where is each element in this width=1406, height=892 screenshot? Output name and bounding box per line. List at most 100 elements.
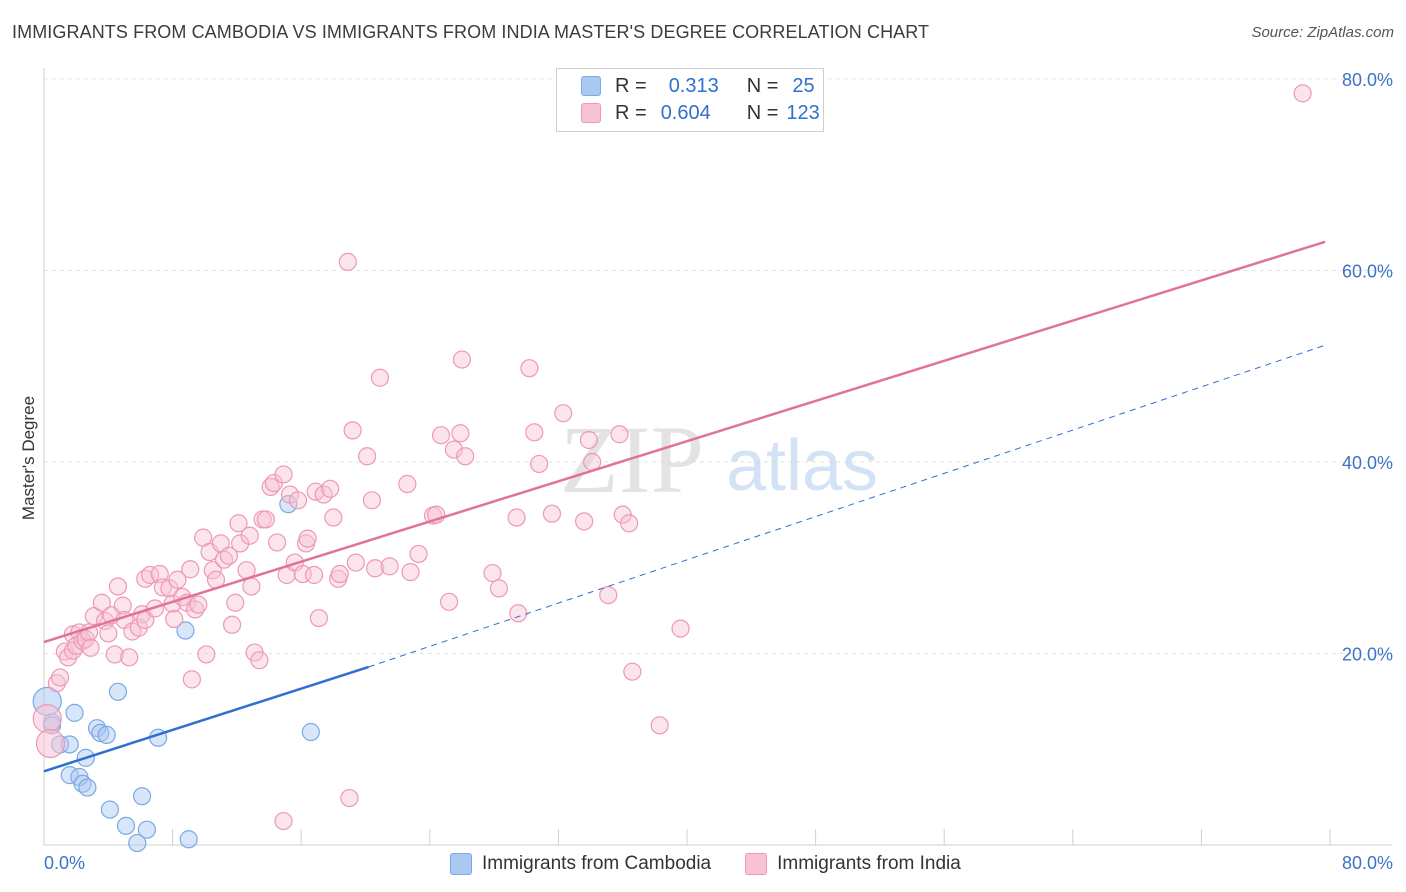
point-india xyxy=(409,544,428,564)
point-india xyxy=(140,565,160,585)
y-tick-label: 40.0% xyxy=(1342,453,1393,473)
point-india xyxy=(165,609,184,629)
point-india xyxy=(340,788,359,808)
point-india xyxy=(330,564,349,584)
point-india xyxy=(50,668,70,687)
point-india xyxy=(288,491,308,510)
point-india xyxy=(370,368,390,387)
legend-label-india: Immigrants from India xyxy=(777,853,961,874)
point-india xyxy=(579,430,599,450)
point-india xyxy=(1293,84,1312,103)
stats-row-india: R = 0.604 N = 123 xyxy=(581,100,820,126)
chart-title: IMMIGRANTS FROM CAMBODIA VS IMMIGRANTS F… xyxy=(12,22,930,42)
point-india xyxy=(229,514,248,533)
point-india xyxy=(366,559,385,578)
point-india xyxy=(99,624,118,643)
point-india xyxy=(610,425,629,444)
point-india xyxy=(554,404,573,423)
point-cambodia xyxy=(137,820,156,839)
y-axis-label: Master's Degree xyxy=(19,396,38,520)
point-india xyxy=(620,514,639,533)
point-india xyxy=(47,674,66,693)
point-india xyxy=(219,546,238,565)
point-cambodia xyxy=(176,621,195,640)
point-india xyxy=(650,716,669,735)
point-india xyxy=(489,579,509,598)
point-india xyxy=(250,651,269,670)
point-india xyxy=(222,615,242,634)
point-cambodia xyxy=(91,723,110,743)
series-legend: Immigrants from Cambodia Immigrants from… xyxy=(450,851,995,877)
point-india xyxy=(575,512,594,531)
point-cambodia xyxy=(132,787,152,806)
point-cambodia xyxy=(179,830,198,849)
point-india xyxy=(599,585,618,605)
point-india xyxy=(240,526,259,545)
point-india xyxy=(267,533,287,552)
tick-labels: 20.0% 40.0% 60.0% 80.0% 0.0% 80.0% xyxy=(44,70,1393,873)
y-tick-label: 20.0% xyxy=(1342,645,1393,665)
trend-cambodia xyxy=(43,665,370,773)
x-tick-label-max: 80.0% xyxy=(1342,853,1393,873)
legend-item-cambodia[interactable]: Immigrants from Cambodia xyxy=(450,853,711,875)
point-india xyxy=(298,529,317,548)
point-india xyxy=(113,596,132,615)
point-india xyxy=(92,593,111,612)
point-india xyxy=(309,608,328,628)
data-points xyxy=(32,84,1312,853)
point-india xyxy=(35,728,66,759)
trend-lines xyxy=(43,240,1326,773)
point-india xyxy=(324,508,343,527)
point-cambodia xyxy=(97,725,116,744)
legend-swatch-cambodia xyxy=(450,853,472,875)
n-label: N = xyxy=(746,74,779,97)
r-label: R = xyxy=(615,101,647,124)
stats-legend: R = 0.313 N = 25 R = 0.604 N = 123 xyxy=(556,68,824,132)
point-india xyxy=(197,645,216,664)
n-label: N = xyxy=(746,101,779,124)
point-india xyxy=(150,564,169,584)
point-cambodia xyxy=(301,722,320,742)
point-india xyxy=(358,447,377,466)
point-cambodia xyxy=(78,778,97,797)
point-india xyxy=(362,491,382,510)
point-india xyxy=(623,662,642,681)
point-india xyxy=(398,474,417,494)
point-india xyxy=(452,350,472,369)
point-india xyxy=(671,619,690,638)
point-india xyxy=(256,510,275,529)
point-india xyxy=(530,454,549,474)
legend-item-india[interactable]: Immigrants from India xyxy=(745,853,961,875)
point-india xyxy=(226,593,245,612)
point-india xyxy=(181,560,200,579)
r-label: R = xyxy=(615,74,647,97)
legend-label-cambodia: Immigrants from Cambodia xyxy=(482,853,712,874)
r-value: 0.604 xyxy=(660,101,711,124)
point-india xyxy=(242,577,261,596)
stats-row-cambodia: R = 0.313 N = 25 xyxy=(581,73,815,99)
watermark: ZIP atlas xyxy=(560,406,878,513)
point-india xyxy=(525,423,544,442)
point-india xyxy=(108,577,128,596)
point-india xyxy=(32,704,62,734)
point-cambodia xyxy=(116,816,136,835)
point-india xyxy=(168,570,187,589)
point-india xyxy=(321,479,340,498)
swatch-india xyxy=(581,103,601,123)
n-value: 25 xyxy=(792,74,815,97)
point-india xyxy=(456,447,475,466)
point-india xyxy=(84,607,103,626)
point-cambodia xyxy=(128,833,147,853)
trend-cambodia-extension xyxy=(368,344,1326,668)
point-india xyxy=(189,595,208,614)
point-india xyxy=(346,553,365,572)
point-india xyxy=(483,563,502,583)
point-india xyxy=(431,426,451,445)
point-india xyxy=(439,592,459,611)
y-tick-label: 80.0% xyxy=(1342,70,1393,90)
y-tick-label: 60.0% xyxy=(1342,262,1393,282)
point-india xyxy=(520,359,539,378)
point-india xyxy=(231,534,250,553)
gridlines xyxy=(44,78,1392,654)
